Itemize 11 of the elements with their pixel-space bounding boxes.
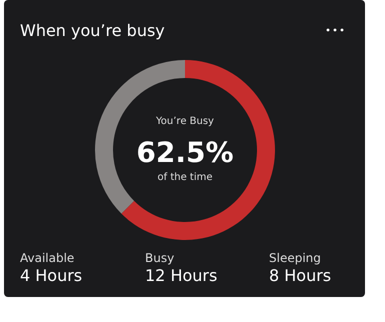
donut-slice	[121, 60, 275, 240]
text: 8 Hours	[269, 266, 332, 285]
text: 62.5%	[136, 136, 234, 169]
text: of the time	[158, 172, 212, 183]
chart-title: When you’re busy	[20, 21, 165, 40]
text: 4 Hours	[20, 266, 82, 285]
text: 12 Hours	[145, 266, 218, 285]
text: You’re Busy	[155, 116, 214, 127]
text: Sleeping	[269, 251, 321, 265]
text: Available	[20, 251, 74, 265]
text: Busy	[145, 251, 174, 265]
